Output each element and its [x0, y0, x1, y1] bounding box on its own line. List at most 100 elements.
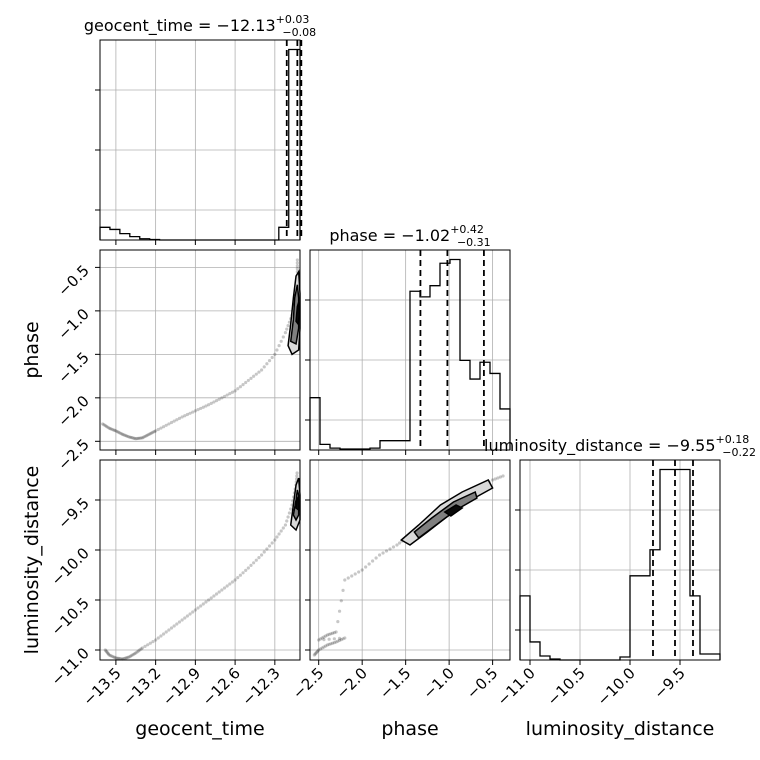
x-tick-label: −1.0	[419, 664, 457, 702]
y-tick-label: −11.0	[48, 644, 93, 689]
sample-point	[341, 637, 345, 641]
axes-frame	[519, 459, 721, 661]
sample-point	[283, 523, 288, 527]
sample-point	[204, 404, 208, 408]
sample-point	[151, 430, 155, 434]
sample-point	[104, 649, 108, 653]
sample-point	[257, 556, 261, 560]
sample-point	[156, 427, 160, 432]
sample-point	[139, 647, 143, 651]
sample-point	[140, 436, 144, 440]
sample-point	[343, 636, 347, 640]
sample-point	[143, 644, 147, 649]
title-minus: −0.31	[457, 236, 491, 249]
sample-point	[183, 414, 187, 418]
sample-point	[395, 543, 399, 547]
sample-point	[212, 400, 216, 404]
contour-mid	[413, 490, 478, 540]
sample-point	[212, 594, 216, 598]
sample-point	[130, 436, 134, 440]
sample-point	[295, 267, 299, 271]
x-tick-label: −9.5	[650, 664, 688, 702]
sample-point	[108, 427, 113, 431]
sample-point	[132, 652, 137, 656]
sample-point	[336, 620, 340, 624]
sample-point	[337, 638, 342, 643]
sample-point	[397, 541, 402, 545]
sample-point	[191, 410, 195, 414]
sample-point	[270, 541, 274, 545]
sample-point	[233, 389, 237, 393]
sample-point	[107, 653, 111, 657]
sample-point	[277, 344, 281, 348]
sample-point	[124, 656, 129, 660]
sample-point	[147, 432, 151, 436]
sample-point	[236, 387, 240, 391]
sample-point	[123, 433, 127, 437]
sample-point	[119, 432, 123, 436]
x-tick-label: −2.5	[289, 664, 327, 702]
x-axis-label-luminosity_distance: luminosity_distance	[526, 718, 715, 740]
sample-point	[204, 600, 208, 604]
sample-point	[120, 432, 125, 436]
sample-point	[233, 578, 237, 582]
sample-point	[279, 339, 283, 343]
sample-point	[318, 637, 323, 641]
sample-point	[169, 420, 174, 425]
sample-point	[270, 355, 274, 360]
sample-point	[371, 559, 375, 563]
sample-point	[244, 380, 248, 385]
sample-point	[159, 634, 163, 638]
axes-frame	[309, 459, 511, 661]
sample-point	[327, 637, 331, 641]
sample-point	[501, 474, 505, 478]
sample-point	[188, 612, 192, 616]
sample-point	[161, 632, 166, 636]
sample-point	[360, 568, 364, 572]
sample-point	[322, 645, 326, 649]
x-tick-label: −2.0	[333, 664, 371, 702]
sample-point	[154, 638, 158, 642]
sample-point	[343, 578, 347, 582]
sample-point	[332, 631, 336, 635]
sample-point	[135, 436, 139, 441]
sample-point	[169, 626, 174, 630]
sample-point	[295, 264, 299, 268]
sample-point	[220, 588, 224, 592]
sample-point	[238, 385, 242, 389]
sample-point	[193, 608, 197, 612]
sample-point	[295, 471, 299, 475]
sample-point	[131, 436, 135, 440]
sample-point	[249, 376, 253, 380]
sample-point	[329, 632, 333, 636]
sample-point	[246, 566, 250, 570]
x-tick-label: −1.5	[376, 664, 414, 702]
sample-point	[384, 549, 389, 553]
sample-point	[228, 582, 232, 586]
sample-point	[209, 596, 213, 600]
sample-point	[334, 630, 338, 634]
sample-point	[331, 631, 335, 635]
sample-point	[201, 405, 205, 409]
sample-point	[185, 614, 190, 618]
sample-point	[337, 636, 342, 641]
sample-point	[324, 634, 328, 638]
sample-point	[295, 261, 299, 265]
hist-panel-phase: phase = −1.02+0.42 −0.31	[305, 223, 511, 455]
title-prefix: geocent_time =	[84, 16, 217, 36]
sample-point	[286, 515, 290, 519]
sample-point	[267, 359, 272, 363]
sample-point	[217, 590, 221, 594]
sample-point	[112, 655, 117, 660]
sample-point	[257, 370, 261, 374]
sample-point	[252, 374, 256, 378]
x-tick-label: −13.5	[79, 664, 124, 709]
title-minus: −0.22	[722, 446, 756, 459]
sample-point	[199, 604, 203, 608]
sample-point	[106, 651, 110, 655]
sample-point	[143, 434, 147, 439]
sample-point	[332, 641, 336, 645]
sample-point	[122, 433, 126, 437]
sample-point	[220, 396, 224, 400]
sample-point	[185, 412, 190, 417]
